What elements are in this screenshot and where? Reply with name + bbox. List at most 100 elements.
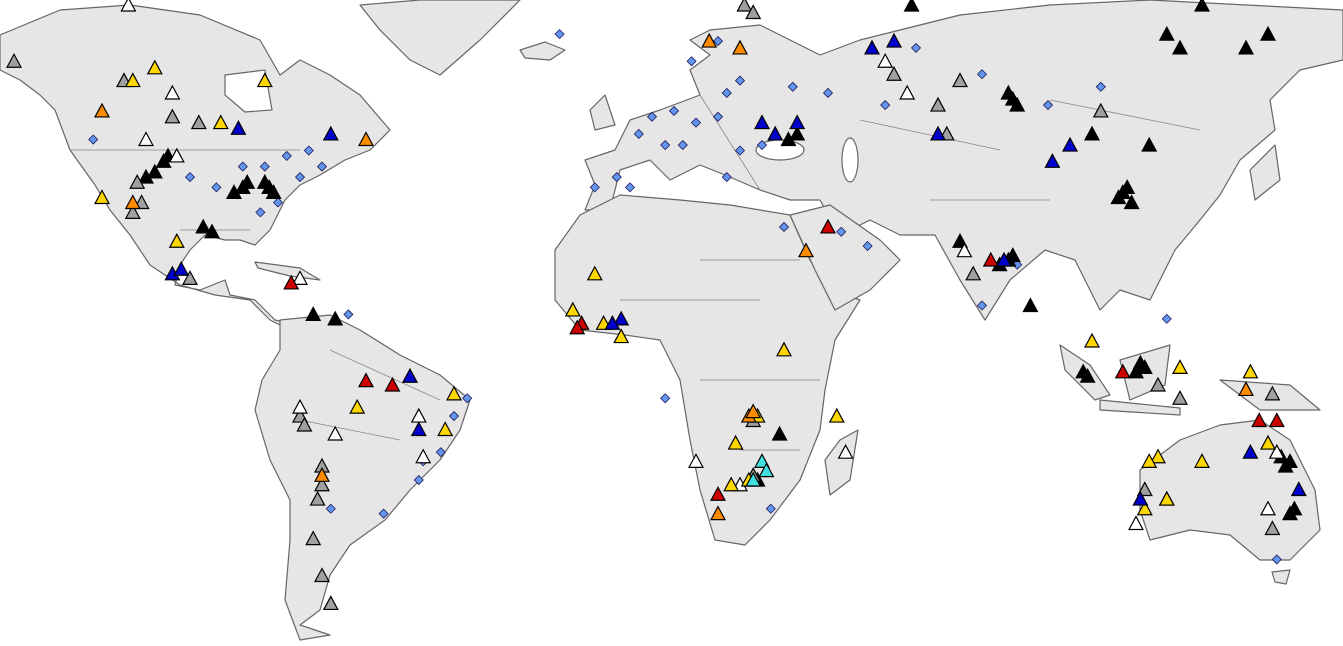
triangle-marker — [120, 0, 137, 12]
triangle-marker — [322, 125, 339, 141]
triangle-marker — [230, 120, 247, 135]
triangle-marker — [1000, 84, 1017, 100]
diamond-marker — [787, 81, 798, 92]
triangle-marker — [124, 194, 141, 210]
triangle-marker — [1171, 359, 1189, 375]
triangle-marker — [1171, 39, 1189, 55]
triangle-marker — [129, 173, 146, 189]
triangle-marker — [797, 242, 815, 258]
triangle-marker — [212, 114, 229, 130]
triangle-marker — [137, 168, 155, 184]
triangle-marker — [5, 53, 23, 68]
triangle-marker — [283, 274, 300, 290]
triangle-marker — [780, 131, 797, 147]
triangle-marker — [903, 0, 920, 12]
triangle-marker — [569, 319, 586, 335]
diamond-marker — [880, 99, 891, 111]
triangle-marker — [305, 530, 322, 546]
diamond-marker — [413, 474, 424, 486]
triangle-marker — [929, 96, 947, 112]
triangle-marker — [1114, 363, 1131, 379]
triangle-marker — [93, 102, 111, 118]
cuba — [254, 261, 321, 281]
triangle-marker — [313, 467, 331, 482]
marker-layer — [5, 0, 1307, 611]
triangle-marker — [1259, 25, 1277, 41]
triangle-marker — [1141, 453, 1158, 468]
triangle-marker — [885, 65, 903, 81]
triangle-marker — [195, 218, 212, 234]
diamond-marker — [686, 56, 697, 67]
diamond-marker — [624, 182, 636, 193]
triangle-marker — [256, 173, 273, 189]
diamond-marker — [1042, 99, 1054, 111]
triangle-marker — [687, 453, 705, 468]
triangle-marker — [701, 32, 718, 48]
diamond-marker — [343, 309, 354, 320]
diamond-marker — [910, 42, 922, 53]
triangle-marker — [291, 398, 309, 414]
triangle-marker — [327, 310, 344, 326]
diamond-marker — [1095, 81, 1106, 92]
triangle-marker — [1259, 434, 1277, 450]
hudson-bay — [224, 69, 273, 113]
triangle-marker — [775, 341, 793, 357]
triangle-marker — [709, 485, 727, 501]
triangle-marker — [877, 53, 894, 68]
diamond-marker — [316, 161, 328, 172]
triangle-marker — [1127, 515, 1145, 531]
triangle-marker — [1149, 448, 1167, 464]
diamond-marker — [734, 75, 746, 86]
triangle-marker — [1281, 505, 1299, 521]
diamond-marker — [976, 69, 988, 80]
diamond-marker — [255, 207, 266, 218]
triangle-marker — [1141, 136, 1158, 152]
triangle-marker — [415, 448, 432, 464]
caspian-sea — [841, 137, 859, 183]
diamond-marker — [836, 226, 847, 237]
iceland — [519, 41, 566, 61]
triangle-marker — [146, 59, 163, 75]
diamond-marker — [712, 36, 724, 47]
triangle-marker — [1158, 25, 1175, 41]
africa — [554, 194, 861, 546]
triangle-marker — [437, 421, 454, 437]
triangle-marker — [965, 265, 982, 281]
diamond-marker — [303, 145, 314, 156]
triangle-marker — [168, 233, 185, 248]
triangle-marker — [1044, 153, 1061, 168]
diamond-marker — [734, 145, 746, 156]
diamond-marker — [211, 182, 222, 193]
triangle-marker — [410, 421, 427, 437]
triangle-marker — [1259, 500, 1277, 516]
arabia — [789, 204, 901, 311]
diamond-marker — [554, 29, 565, 40]
triangle-marker — [164, 84, 181, 100]
diamond-marker — [660, 139, 671, 151]
triangle-marker — [234, 179, 251, 194]
triangle-marker — [1092, 102, 1109, 118]
triangle-marker — [305, 306, 322, 322]
australia — [1139, 419, 1321, 561]
triangle-marker — [723, 476, 740, 492]
triangle-marker — [736, 0, 753, 12]
triangle-marker — [789, 125, 806, 141]
triangle-marker — [445, 385, 463, 401]
triangle-marker — [828, 407, 845, 423]
triangle-marker — [613, 310, 630, 326]
triangle-marker — [899, 84, 916, 100]
triangle-marker — [1242, 443, 1259, 459]
triangle-marker — [327, 425, 344, 441]
triangle-marker — [1061, 136, 1079, 152]
triangle-marker — [190, 114, 207, 130]
diamond-marker — [862, 240, 873, 252]
triangle-marker — [1268, 443, 1285, 459]
diamond-marker — [462, 393, 473, 404]
diamond-marker — [294, 171, 306, 183]
triangle-marker — [727, 434, 744, 450]
diamond-marker — [281, 150, 292, 161]
triangle-marker — [1123, 194, 1140, 210]
triangle-marker — [604, 315, 621, 330]
tasmania — [1271, 569, 1291, 585]
triangle-marker — [613, 328, 630, 344]
